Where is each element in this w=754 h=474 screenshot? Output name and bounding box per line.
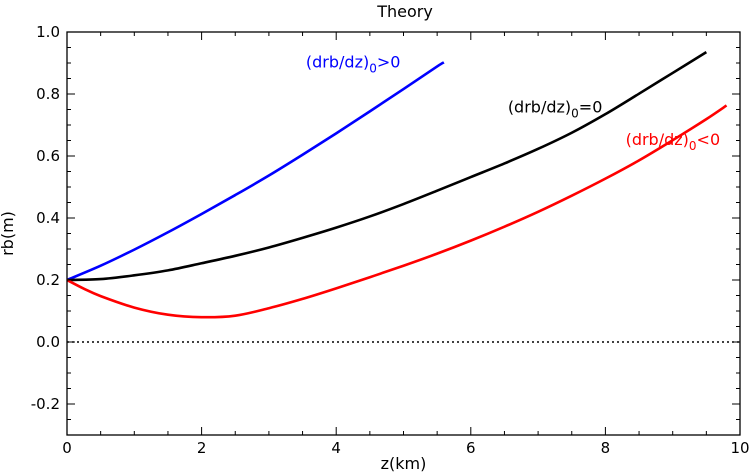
x-tick-label: 0 xyxy=(62,439,72,457)
x-tick-label: 10 xyxy=(730,439,749,457)
series-annotation: (drb/dz)0>0 xyxy=(306,53,401,76)
series-line-positive xyxy=(67,61,445,282)
plot-area xyxy=(67,51,740,343)
y-tick-label: 0.8 xyxy=(36,85,60,103)
x-tick-label: 4 xyxy=(331,439,341,457)
y-tick-label: 0.6 xyxy=(36,147,60,165)
x-axis-title: z(km) xyxy=(381,454,427,473)
x-tick-label: 6 xyxy=(466,439,476,457)
y-axis-title: rb(m) xyxy=(0,211,17,256)
y-tick-label: 0.4 xyxy=(36,209,60,227)
series-line-zero xyxy=(67,51,708,282)
y-tick-label: 1.0 xyxy=(36,23,60,41)
y-tick-label: 0.2 xyxy=(36,271,60,289)
series-line-negative xyxy=(67,104,728,319)
y-tick-label: 0.0 xyxy=(36,333,60,351)
chart-title: Theory xyxy=(376,2,433,21)
series-annotation: (drb/dz)0<0 xyxy=(626,130,721,153)
y-tick-label: -0.2 xyxy=(31,395,60,413)
series-annotations: (drb/dz)0>0 (drb/dz)0=0 (drb/dz)0<0 xyxy=(306,53,720,153)
axis-ticks: 0 2 4 6 8 10 -0.2 0.0 0.2 0.4 0.6 0.8 1.0 xyxy=(31,23,750,457)
series-annotation: (drb/dz)0=0 xyxy=(508,98,603,121)
x-tick-label: 8 xyxy=(601,439,611,457)
x-tick-label: 2 xyxy=(197,439,207,457)
